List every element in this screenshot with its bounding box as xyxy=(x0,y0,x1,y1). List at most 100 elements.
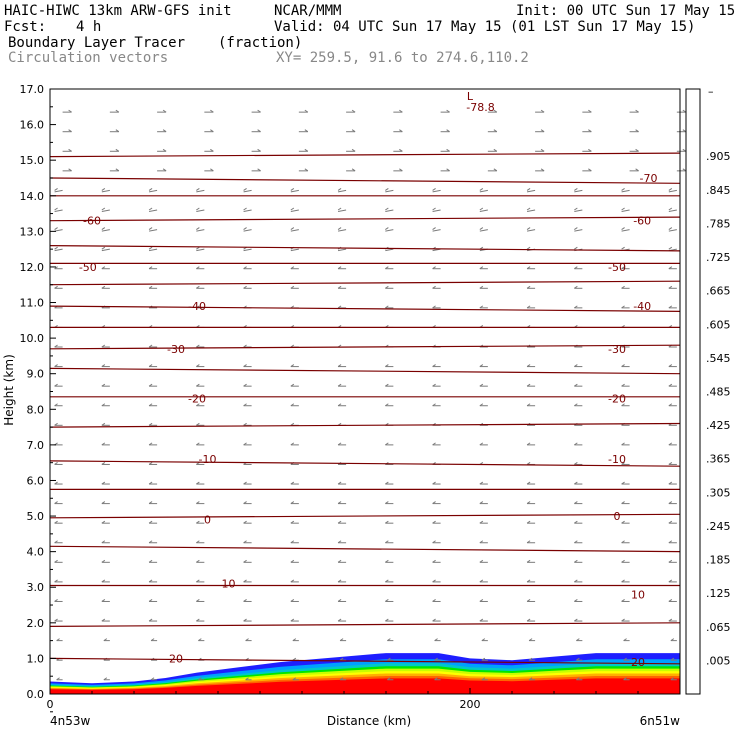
vector-arrow-head xyxy=(243,579,247,583)
vector-arrow-head xyxy=(148,501,153,505)
vector-arrow-head xyxy=(337,305,342,309)
vector-arrow-head xyxy=(493,168,498,172)
vector-arrow-head xyxy=(635,148,639,152)
vector-arrow-head xyxy=(399,148,403,152)
contour-label: -20 xyxy=(608,393,626,406)
vector-arrow-head xyxy=(668,246,673,250)
vector-arrow-head xyxy=(290,207,295,211)
vector-arrow-head xyxy=(479,618,484,622)
vector-arrow-head xyxy=(432,520,436,524)
temperature-contour xyxy=(49,152,681,158)
vector-arrow-head xyxy=(432,442,436,446)
vector-arrow-head xyxy=(101,207,106,211)
vector-arrow xyxy=(574,209,583,212)
y-tick-label: 5.0 xyxy=(27,510,45,523)
vector-arrow-head xyxy=(243,442,247,446)
vector-arrow-head xyxy=(292,677,297,681)
vector-arrow-head xyxy=(479,227,484,230)
vector-arrow-head xyxy=(148,344,153,348)
vector-arrow-head xyxy=(243,266,247,270)
vector-arrow xyxy=(621,209,630,212)
vector-arrow-head xyxy=(115,168,120,172)
y-tick-label: 12.0 xyxy=(20,261,45,274)
vector-arrow xyxy=(668,189,677,193)
vector-arrow-head xyxy=(668,285,673,289)
vector-arrow-head xyxy=(290,579,295,583)
vector-arrow-head xyxy=(196,403,200,407)
vector-arrow-head xyxy=(148,383,153,387)
vector-arrow-head xyxy=(243,422,247,426)
vector-arrow-head xyxy=(668,188,673,191)
contour-labels: -78.8L -70 -60 -60 -50 -50 -40 -40 -30 -30 -20 -20 -… xyxy=(79,90,658,669)
vector-arrow-head xyxy=(101,403,106,407)
vector-arrow-head xyxy=(339,657,344,661)
vector-arrow-head xyxy=(385,501,389,505)
vector-arrow-head xyxy=(670,638,675,642)
colorbar-label: .485 xyxy=(706,386,731,399)
y-tick-label: 10.0 xyxy=(20,332,45,345)
vector-arrow-head xyxy=(54,481,58,485)
vector-arrow-head xyxy=(479,305,484,309)
vector-arrow-head xyxy=(479,579,484,583)
vector-arrow-head xyxy=(668,442,673,446)
vector-arrow-head xyxy=(304,109,309,113)
vector-arrow-head xyxy=(243,285,247,289)
vector-arrow xyxy=(290,248,299,252)
vector-arrow-head xyxy=(432,559,436,563)
vector-arrow-head xyxy=(434,677,438,681)
vector-arrow-head xyxy=(290,227,295,230)
vector-arrow-head xyxy=(290,520,295,524)
contour-label: -10 xyxy=(608,453,626,466)
vector-arrow-head xyxy=(54,422,58,426)
vector-arrow-head xyxy=(526,559,531,563)
x-endpoint-left: 4n53w xyxy=(50,714,91,728)
vector-arrow-head xyxy=(162,148,167,152)
y-tick-label: 6.0 xyxy=(27,475,45,488)
vector-arrow-head xyxy=(668,227,673,230)
vector-arrow-head xyxy=(574,442,578,446)
vector-arrow-head xyxy=(54,540,58,544)
vector-arrow-head xyxy=(54,462,58,465)
vector-arrow-head xyxy=(337,501,342,505)
vector-arrow xyxy=(101,229,110,232)
temperature-contour xyxy=(49,422,681,428)
vector-arrow-head xyxy=(101,227,106,230)
vector-arrow-head xyxy=(198,638,202,642)
y-tick-label: 8.0 xyxy=(27,403,45,416)
vector-arrow-head xyxy=(635,129,639,133)
contour-label: -70 xyxy=(640,172,658,185)
vector-arrow-head xyxy=(479,364,484,368)
vector-arrow-head xyxy=(148,579,153,583)
vector-arrow-head xyxy=(54,344,58,348)
vector-arrow xyxy=(338,189,347,193)
vector-arrow-head xyxy=(196,481,200,485)
vector-arrow-head xyxy=(68,109,72,113)
vector-arrow-head xyxy=(434,657,438,661)
contour-label: -40 xyxy=(633,300,651,313)
valid-time: Valid: 04 UTC Sun 17 May 15 (01 LST Sun … xyxy=(274,19,696,35)
vector-arrow-head xyxy=(198,677,202,681)
vector-arrow-head xyxy=(54,188,58,191)
y-tick-label: 1.0 xyxy=(27,652,45,665)
vector-arrow-head xyxy=(576,657,580,661)
field2-name: Circulation vectors xyxy=(8,50,169,66)
vector-arrow-head xyxy=(432,188,436,191)
vector-arrow-head xyxy=(243,364,247,368)
vector-arrow-head xyxy=(385,403,389,407)
vector-arrow-head xyxy=(432,383,436,387)
vector-arrow-head xyxy=(148,618,153,622)
vector-arrow-head xyxy=(196,579,200,583)
y-tick-label: 4.0 xyxy=(27,546,45,559)
vector-arrow-head xyxy=(574,481,578,485)
vector-arrow-head xyxy=(385,599,389,602)
colorbar-label: .365 xyxy=(706,453,731,466)
vector-arrow-head xyxy=(588,129,592,133)
vector-arrow xyxy=(574,229,583,232)
vector-arrow-head xyxy=(526,285,531,289)
vector-arrow-head xyxy=(385,383,389,387)
vector-arrow xyxy=(527,189,536,193)
vector-arrow-head xyxy=(621,383,625,387)
vector-arrow-head xyxy=(621,246,625,250)
vector-arrow-head xyxy=(432,266,436,270)
vector-arrow-head xyxy=(385,266,389,270)
